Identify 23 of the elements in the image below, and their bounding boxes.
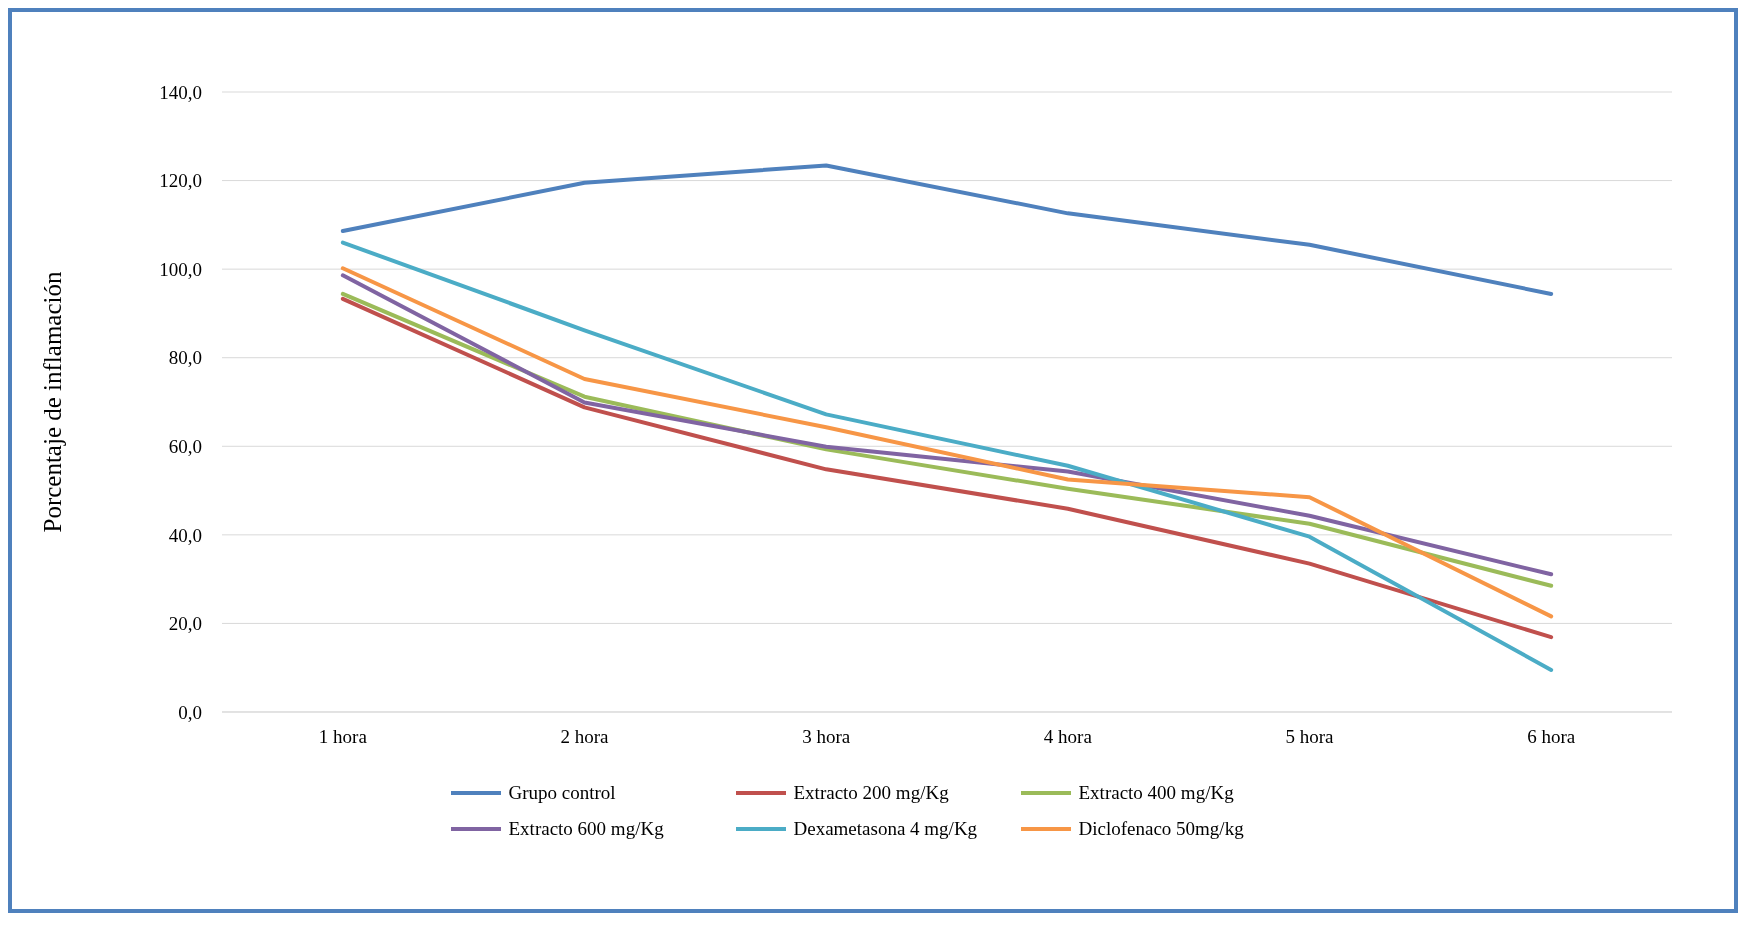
y-tick-label: 120,0 [159,170,202,192]
x-tick-label: 1 hora [318,726,368,748]
legend-label: Extracto 400 mg/Kg [1078,782,1234,804]
y-tick-label: 140,0 [159,81,202,103]
y-tick-label: 0,0 [178,701,202,723]
x-tick-label: 2 hora [560,726,610,748]
x-tick-label: 3 hora [802,726,851,748]
y-tick-label: 80,0 [168,347,202,369]
line-series [340,163,1554,296]
legend-label: Diclofenaco 50mg/kg [1078,818,1244,840]
x-tick-label: 4 hora [1043,726,1093,748]
y-tick-label: 40,0 [168,524,202,546]
x-tick-label: 5 hora [1285,726,1335,748]
x-tick-label: 6 hora [1527,726,1576,748]
line-series [340,240,1554,672]
legend-label: Dexametasona 4 mg/Kg [793,818,978,840]
y-tick-label: 20,0 [168,613,202,635]
legend-label: Extracto 600 mg/Kg [508,818,664,840]
legend-label: Grupo control [508,782,616,804]
legend-label: Extracto 200 mg/Kg [793,782,949,804]
y-tick-label: 60,0 [168,436,202,458]
y-axis-title: Porcentaje de inflamación [38,271,66,533]
y-tick-label: 100,0 [159,258,202,280]
